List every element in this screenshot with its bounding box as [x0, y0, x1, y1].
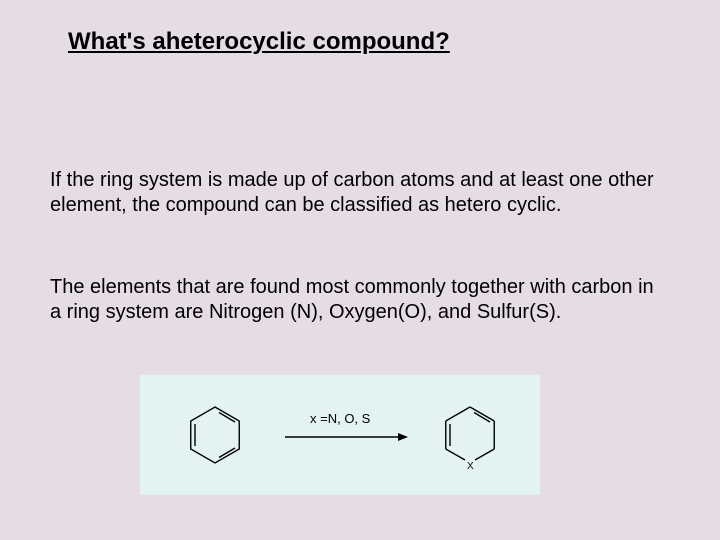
paragraph-definition: If the ring system is made up of carbon …: [50, 168, 660, 218]
benzene-ring: [191, 407, 240, 463]
diagram-svg: x =N, O, S X: [140, 375, 540, 495]
reaction-arrow: [285, 433, 408, 441]
reaction-diagram: x =N, O, S X: [140, 375, 540, 495]
slide-title: What's aheterocyclic compound?: [68, 28, 450, 56]
heteroatom-label: X: [467, 461, 474, 472]
paragraph-elements: The elements that are found most commonl…: [50, 275, 670, 325]
arrow-label: x =N, O, S: [310, 411, 371, 426]
heterocyclic-ring: X: [446, 407, 495, 472]
